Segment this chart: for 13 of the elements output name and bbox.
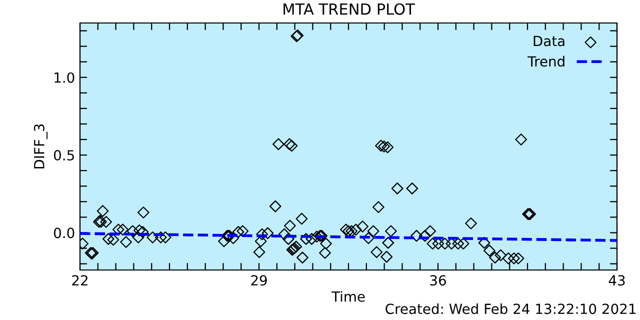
legend-label: Trend <box>528 56 564 67</box>
legend-label: Data <box>534 36 564 46</box>
x-tick-label: 43 <box>608 275 625 286</box>
x-axis-title: Time <box>331 291 365 302</box>
x-tick-label: 36 <box>430 275 446 286</box>
chart-title: MTA TREND PLOT <box>284 3 415 15</box>
y-axis-title: DIFF_3 <box>34 124 48 168</box>
x-tick-label: 29 <box>251 275 267 286</box>
y-tick-label: 0.5 <box>54 150 74 161</box>
x-tick-label: 22 <box>72 275 88 286</box>
y-tick-label: 0.0 <box>54 228 74 238</box>
y-tick-label: 1.0 <box>54 72 74 83</box>
text: Created: Wed Feb 24 13:22:10 2021 <box>386 303 636 314</box>
